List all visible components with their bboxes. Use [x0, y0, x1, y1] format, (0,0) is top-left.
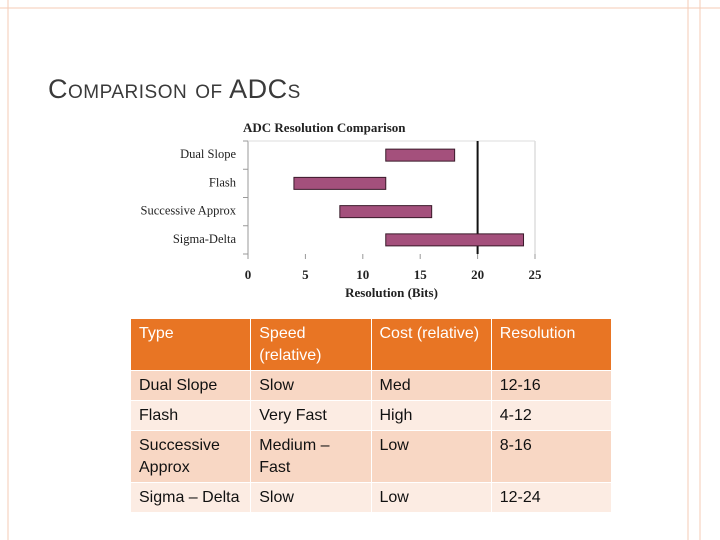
- table-row: Flash Very Fast High 4-12: [129, 400, 613, 431]
- header-row: Type Speed (relative) Cost (relative) Resol…: [129, 318, 613, 371]
- chart-title: ADC Resolution Comparison: [243, 120, 406, 135]
- y-tick-label: Flash: [209, 175, 237, 189]
- x-tick-label: 15: [414, 267, 428, 282]
- x-tick-label: 10: [356, 267, 369, 282]
- header-cell: Resolution: [490, 318, 613, 371]
- slide-title: Comparison of ADCs: [48, 74, 301, 104]
- y-tick-label: Dual Slope: [180, 147, 236, 161]
- table-cell: 4-12: [490, 400, 613, 431]
- table-cell: Successive Approx: [129, 430, 252, 483]
- table-cell: Low: [370, 482, 492, 513]
- y-tick-label: Successive Approx: [141, 204, 237, 218]
- x-tick-label: 20: [471, 267, 484, 282]
- table-cell: Low: [370, 430, 492, 483]
- table-cell: Very Fast: [250, 400, 372, 431]
- table-cell: 12-16: [490, 370, 613, 401]
- x-axis-label: Resolution (Bits): [345, 285, 438, 300]
- header-cell: Cost (relative): [370, 318, 492, 371]
- table-cell: 8-16: [490, 430, 613, 483]
- table-cell: High: [370, 400, 492, 431]
- table-row: Dual Slope Slow Med 12-16: [129, 370, 613, 401]
- table-row: Sigma – Delta Slow Low 12-24: [129, 482, 613, 513]
- x-tick-label: 0: [245, 267, 252, 282]
- table-cell: Med: [370, 370, 492, 401]
- comparison-table: Type Speed (relative) Cost (relative) Resol…: [129, 318, 613, 513]
- range-bar: [385, 233, 525, 247]
- table-cell: Sigma – Delta: [129, 482, 252, 513]
- y-tick-label: Sigma-Delta: [173, 232, 237, 246]
- range-bar: [293, 176, 387, 190]
- table-cell: 12-24: [490, 482, 613, 513]
- table-cell: Medium – Fast: [250, 430, 372, 483]
- table-cell: Dual Slope: [129, 370, 252, 401]
- range-bar: [339, 205, 433, 219]
- header-cell: Type: [129, 318, 252, 371]
- table-cell: Slow: [250, 370, 372, 401]
- x-tick-label: 5: [302, 267, 309, 282]
- table-cell: Flash: [129, 400, 252, 431]
- table-row: Successive Approx Medium – Fast Low 8-16: [129, 430, 613, 483]
- header-cell: Speed (relative): [250, 318, 372, 371]
- range-bar: [385, 148, 456, 162]
- table-cell: Slow: [250, 482, 372, 513]
- x-tick-label: 25: [529, 267, 543, 282]
